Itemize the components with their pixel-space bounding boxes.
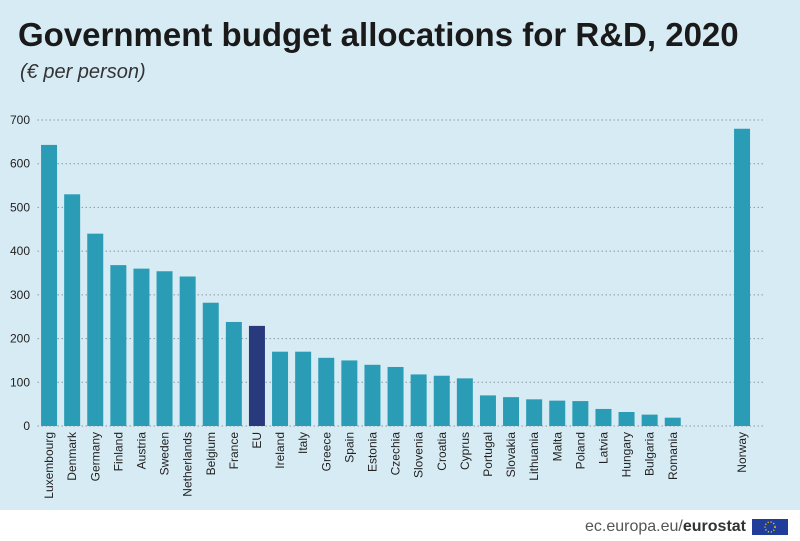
x-tick-label: Austria bbox=[134, 432, 148, 470]
bar bbox=[664, 417, 681, 426]
x-tick-label: Slovenia bbox=[412, 432, 426, 478]
x-tick-label: Ireland bbox=[273, 432, 287, 469]
x-tick-label: Portugal bbox=[481, 432, 495, 477]
bar bbox=[202, 302, 219, 426]
x-tick-label: Sweden bbox=[158, 432, 172, 475]
x-tick-label: Cyprus bbox=[458, 432, 472, 470]
y-tick-label: 600 bbox=[10, 157, 30, 171]
x-tick-label: Lithuania bbox=[527, 432, 541, 481]
bar bbox=[734, 128, 751, 426]
x-tick-label: Norway bbox=[735, 432, 749, 473]
bar bbox=[156, 271, 173, 426]
chart-title: Government budget allocations for R&D, 2… bbox=[18, 16, 739, 53]
x-tick-label: Greece bbox=[319, 432, 333, 472]
x-tick-label: Denmark bbox=[65, 431, 79, 481]
bar bbox=[225, 321, 242, 426]
source-brand: eurostat bbox=[683, 518, 747, 535]
bar bbox=[364, 364, 381, 426]
x-tick-label: EU bbox=[250, 432, 264, 449]
bar bbox=[341, 360, 358, 426]
bar bbox=[272, 351, 289, 426]
bar bbox=[618, 412, 635, 426]
y-tick-label: 100 bbox=[10, 375, 30, 389]
bar bbox=[41, 144, 58, 426]
bar bbox=[526, 399, 543, 426]
x-tick-label: Spain bbox=[342, 432, 356, 463]
x-tick-label: Bulgaria bbox=[643, 432, 657, 476]
x-tick-label: Malta bbox=[550, 432, 564, 462]
source: ec.europa.eu/eurostat bbox=[585, 518, 747, 535]
x-tick-label: Finland bbox=[111, 432, 125, 471]
y-tick-label: 0 bbox=[23, 419, 30, 433]
bar bbox=[295, 351, 312, 426]
y-tick-label: 200 bbox=[10, 332, 30, 346]
x-tick-label: Romania bbox=[666, 432, 680, 480]
bar bbox=[387, 366, 404, 426]
bar bbox=[641, 414, 658, 426]
bar bbox=[549, 400, 566, 426]
bar bbox=[87, 233, 104, 426]
bar bbox=[410, 374, 427, 426]
y-tick-label: 700 bbox=[10, 113, 30, 127]
bar bbox=[110, 265, 127, 426]
y-tick-label: 500 bbox=[10, 200, 30, 214]
bar bbox=[133, 268, 150, 426]
x-tick-label: Italy bbox=[296, 432, 310, 454]
x-tick-label: Czechia bbox=[389, 432, 403, 476]
bar bbox=[572, 401, 589, 426]
x-tick-label: Belgium bbox=[204, 432, 218, 475]
chart-subtitle: (€ per person) bbox=[20, 61, 146, 83]
x-tick-label: Germany bbox=[88, 432, 102, 481]
bar bbox=[595, 408, 612, 426]
x-tick-label: Latvia bbox=[596, 432, 610, 464]
bar bbox=[433, 375, 450, 426]
bar bbox=[318, 357, 335, 426]
x-tick-label: Poland bbox=[573, 432, 587, 469]
x-tick-label: Netherlands bbox=[181, 432, 195, 497]
bar bbox=[479, 395, 496, 426]
x-tick-label: Estonia bbox=[365, 432, 379, 472]
x-tick-label: France bbox=[227, 432, 241, 470]
x-tick-label: Croatia bbox=[435, 432, 449, 471]
eu-flag bbox=[752, 519, 788, 535]
x-tick-label: Slovakia bbox=[504, 432, 518, 478]
footer-background bbox=[0, 510, 800, 541]
x-tick-label: Luxembourg bbox=[42, 432, 56, 499]
bar bbox=[248, 325, 265, 426]
bar bbox=[456, 378, 473, 426]
bar bbox=[179, 276, 196, 426]
x-tick-label: Hungary bbox=[620, 432, 634, 477]
y-tick-label: 400 bbox=[10, 244, 30, 258]
bar bbox=[64, 194, 81, 426]
y-tick-label: 300 bbox=[10, 288, 30, 302]
source-url: ec.europa.eu/ bbox=[585, 518, 683, 535]
bar bbox=[503, 397, 520, 426]
